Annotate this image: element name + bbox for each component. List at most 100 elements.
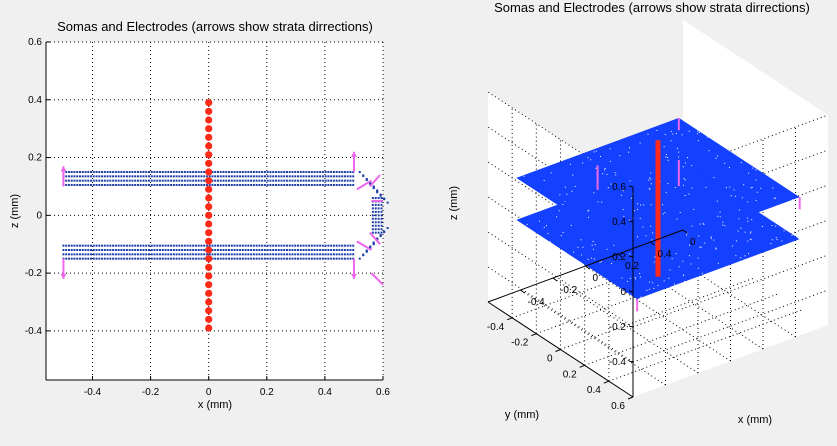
soma-point bbox=[258, 245, 260, 247]
soma-point bbox=[381, 197, 383, 199]
x-tick-mark bbox=[683, 230, 687, 233]
soma-gap bbox=[642, 227, 643, 228]
soma-point bbox=[98, 253, 100, 255]
x-tick-label: 0.4 bbox=[658, 249, 672, 260]
soma-gap bbox=[652, 282, 653, 283]
soma-point bbox=[247, 253, 249, 255]
soma-gap bbox=[699, 216, 700, 217]
soma-gap bbox=[619, 155, 620, 156]
soma-gap bbox=[627, 221, 628, 222]
y-tick-label: 0.2 bbox=[563, 369, 577, 380]
soma-point bbox=[327, 258, 329, 260]
soma-gap bbox=[729, 167, 730, 168]
soma-point bbox=[297, 171, 299, 173]
soma-point bbox=[137, 258, 139, 260]
soma-point bbox=[104, 253, 106, 255]
soma-point bbox=[140, 249, 142, 251]
soma-gap bbox=[668, 194, 669, 195]
soma-point bbox=[85, 175, 87, 177]
soma-point bbox=[162, 175, 164, 177]
soma-gap bbox=[743, 184, 744, 185]
soma-point bbox=[333, 253, 335, 255]
soma-point bbox=[76, 184, 78, 186]
soma-point bbox=[65, 258, 67, 260]
soma-gap bbox=[646, 227, 647, 228]
soma-point bbox=[261, 184, 263, 186]
soma-point bbox=[300, 184, 302, 186]
soma-point bbox=[123, 171, 125, 173]
soma-gap bbox=[683, 275, 684, 276]
soma-point bbox=[250, 258, 252, 260]
soma-gap bbox=[662, 193, 663, 194]
soma-point bbox=[275, 258, 277, 260]
soma-point bbox=[236, 253, 238, 255]
soma-point bbox=[286, 175, 288, 177]
right-x-axis-label: x (mm) bbox=[738, 414, 772, 426]
soma-point bbox=[200, 249, 202, 251]
soma-point bbox=[184, 184, 186, 186]
stratum-upper-3d bbox=[516, 118, 799, 257]
electrode-marker bbox=[205, 108, 212, 115]
soma-point bbox=[176, 175, 178, 177]
electrode-marker bbox=[205, 186, 212, 193]
soma-gap bbox=[648, 180, 649, 181]
soma-point bbox=[162, 171, 164, 173]
soma-point bbox=[333, 245, 335, 247]
soma-gap bbox=[684, 201, 685, 202]
floor-grid-x bbox=[651, 242, 796, 337]
soma-point bbox=[242, 180, 244, 182]
soma-gap bbox=[680, 212, 681, 213]
soma-point bbox=[231, 258, 233, 260]
wall-grid-z bbox=[488, 127, 633, 222]
soma-point bbox=[198, 175, 200, 177]
soma-point bbox=[96, 249, 98, 251]
soma-point bbox=[297, 253, 299, 255]
soma-gap bbox=[732, 246, 733, 247]
y-tick-label: 0.4 bbox=[587, 385, 601, 396]
soma-point bbox=[225, 258, 227, 260]
soma-gap bbox=[657, 285, 658, 286]
soma-point bbox=[292, 175, 294, 177]
soma-point bbox=[129, 184, 131, 186]
soma-point bbox=[217, 175, 219, 177]
soma-point bbox=[203, 175, 205, 177]
soma-point bbox=[322, 253, 324, 255]
soma-gap bbox=[747, 241, 748, 242]
soma-point bbox=[292, 184, 294, 186]
soma-point bbox=[165, 249, 167, 251]
soma-gap bbox=[692, 171, 693, 172]
soma-point bbox=[333, 184, 335, 186]
soma-point bbox=[280, 253, 282, 255]
soma-gap bbox=[676, 253, 677, 254]
soma-point bbox=[118, 258, 120, 260]
soma-point bbox=[167, 171, 169, 173]
soma-point bbox=[359, 171, 361, 173]
soma-gap bbox=[702, 273, 703, 274]
soma-point bbox=[73, 175, 75, 177]
soma-point bbox=[245, 249, 247, 251]
soma-point bbox=[154, 258, 156, 260]
soma-gap bbox=[633, 189, 634, 190]
soma-gap bbox=[709, 187, 710, 188]
soma-point bbox=[90, 245, 92, 247]
soma-gap bbox=[629, 220, 630, 221]
soma-point bbox=[93, 175, 95, 177]
soma-gap bbox=[747, 201, 748, 202]
soma-point bbox=[256, 175, 258, 177]
soma-point bbox=[362, 174, 364, 176]
x-tick-mark bbox=[618, 254, 622, 257]
soma-point bbox=[381, 218, 383, 220]
soma-point bbox=[214, 180, 216, 182]
soma-point bbox=[129, 175, 131, 177]
soma-gap bbox=[685, 162, 686, 163]
soma-point bbox=[148, 184, 150, 186]
soma-point bbox=[167, 184, 169, 186]
soma-gap bbox=[654, 256, 655, 257]
soma-point bbox=[283, 258, 285, 260]
soma-gap bbox=[704, 243, 705, 244]
soma-point bbox=[280, 184, 282, 186]
x-tick-label: 0.4 bbox=[318, 387, 332, 398]
soma-gap bbox=[582, 162, 583, 163]
soma-point bbox=[93, 180, 95, 182]
soma-point bbox=[294, 245, 296, 247]
